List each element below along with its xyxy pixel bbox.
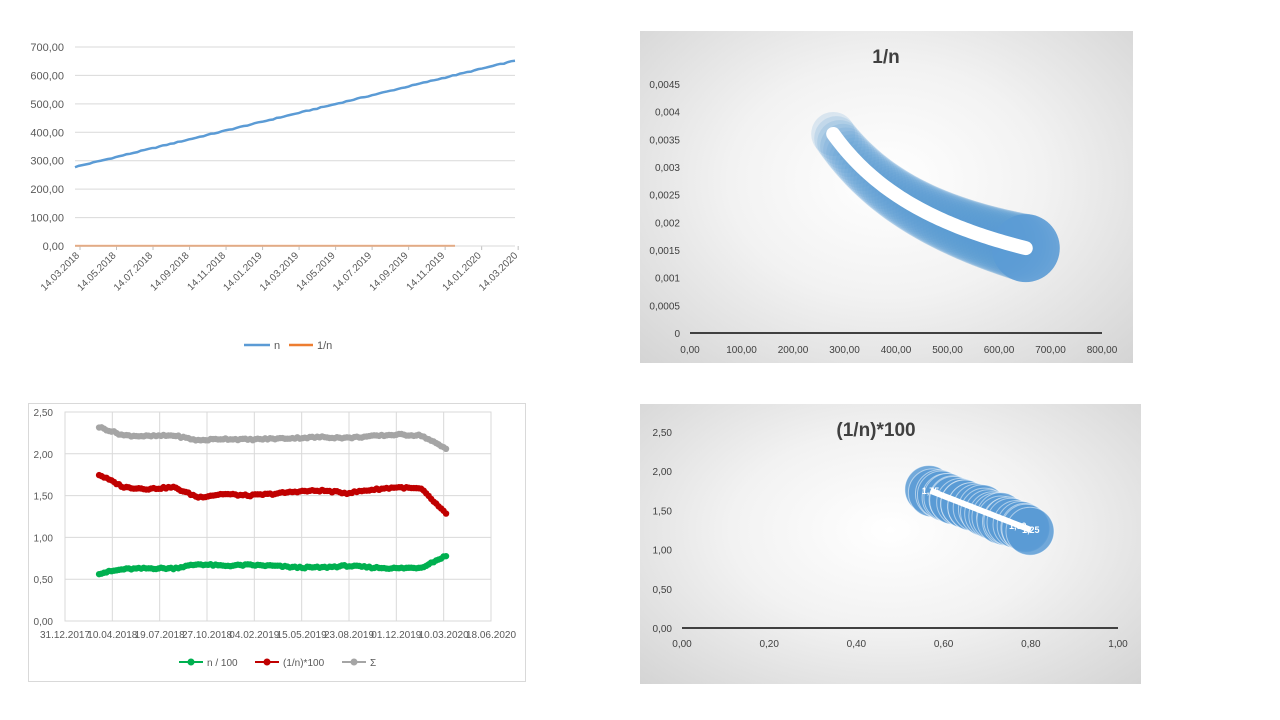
y-tick-label: 2,00	[34, 450, 54, 461]
legend-label: (1/n)*100	[283, 658, 325, 669]
y-tick-label: 0,00	[34, 617, 54, 628]
chart-title: 1/n	[872, 47, 899, 68]
legend-label-n: n	[274, 340, 280, 352]
y-tick-label: 1,50	[34, 492, 54, 503]
x-tick-label: 700,00	[1035, 345, 1066, 356]
x-tick-label: 14.09.2019	[368, 250, 411, 293]
data-label-streak	[826, 126, 1033, 256]
scaled-inverse-bubble-chart: (1/n)*100 0,00 0,50 1,00 1,50 2,00 2,50 0,00 0,2…	[640, 404, 1141, 684]
x-tick-label: 500,00	[932, 345, 963, 356]
y-tick-label: 2,00	[653, 467, 673, 478]
y-tick-label: 500,00	[30, 99, 64, 111]
legend-label: n / 100	[207, 658, 238, 669]
scaled-inverse-bubble-chart-svg: (1/n)*100 0,00 0,50 1,00 1,50 2,00 2,50 0,00 0,2…	[653, 420, 1129, 650]
sum-line-chart-svg: 31.12.201710.04.201819.07.201827.10.2018…	[34, 408, 517, 669]
data-label-streak	[929, 488, 1032, 533]
y-tick-label: 700,00	[30, 42, 64, 54]
x-tick-label: 0,60	[934, 639, 954, 650]
x-tick-label: 15.05.2019	[277, 630, 327, 641]
legend-marker	[187, 658, 195, 666]
data-label: 1,75	[922, 486, 940, 496]
y-tick-label: 100,00	[30, 213, 64, 225]
y-tick-label: 0,0015	[649, 246, 680, 257]
n-line-chart-svg: 0,00 100,00 200,00 300,00 400,00 500,00 600,00…	[30, 42, 520, 352]
y-tick-label: 0,0005	[649, 301, 680, 312]
x-tick-label: 14.09.2018	[148, 250, 191, 293]
x-tick-label: 31.12.2017	[40, 630, 90, 641]
x-tick-label: 23.08.2019	[324, 630, 374, 641]
y-tick-label: 0,004	[655, 108, 680, 119]
series-point	[442, 510, 450, 517]
x-tick-label: 800,00	[1087, 345, 1118, 356]
x-tick-label: 14.03.2020	[477, 250, 520, 293]
y-tick-label: 0	[674, 329, 680, 340]
legend-marker	[263, 658, 271, 666]
x-tick-label: 0,80	[1021, 639, 1041, 650]
y-tick-label: 0,003	[655, 163, 680, 174]
x-tick-label: 300,00	[829, 345, 860, 356]
x-tick-label: 18.06.2020	[466, 630, 516, 641]
y-tick-label: 200,00	[30, 184, 64, 196]
y-tick-label: 0,0025	[649, 191, 680, 202]
legend-label: Σ	[370, 658, 376, 669]
legend-marker	[350, 658, 358, 666]
x-tick-label: 600,00	[984, 345, 1015, 356]
inverse-n-bubble-chart-svg: 1/n 0 0,0005 0,001 0,0015 0,002 0,0025 0,003 0,0…	[649, 47, 1118, 356]
y-tick-label: 0,002	[655, 218, 680, 229]
x-tick-label: 27.10.2018	[182, 630, 232, 641]
y-tick-label: 0,50	[653, 585, 673, 596]
series-point	[442, 552, 450, 560]
x-tick-label: 0,40	[847, 639, 867, 650]
y-tick-label: 1,00	[653, 546, 673, 557]
series-0	[95, 552, 450, 578]
x-tick-label: 400,00	[881, 345, 912, 356]
x-tick-label: 10.03.2020	[419, 630, 469, 641]
series-2	[95, 424, 450, 453]
plot-area	[64, 411, 492, 622]
y-tick-label: 1,50	[653, 506, 673, 517]
x-tick-label: 10.04.2018	[87, 630, 137, 641]
y-tick-label: 0,00	[43, 241, 64, 253]
y-tick-label: 300,00	[30, 156, 64, 168]
data-label: 1,25	[1022, 525, 1040, 535]
y-tick-label: 0,0035	[649, 135, 680, 146]
x-tick-label: 01.12.2019	[371, 630, 421, 641]
series-line-n	[74, 59, 516, 169]
x-tick-label: 200,00	[778, 345, 809, 356]
x-tick-label: 0,20	[759, 639, 779, 650]
y-tick-label: 0,00	[653, 624, 673, 635]
x-tick-label: 100,00	[726, 345, 757, 356]
inverse-n-bubble-chart: 1/n 0 0,0005 0,001 0,0015 0,002 0,0025 0,003 0,0…	[640, 31, 1133, 363]
legend-label-inverse-n: 1/n	[317, 340, 332, 352]
x-tick-label: 19.07.2018	[135, 630, 185, 641]
y-tick-label: 0,001	[655, 274, 680, 285]
chart-title: (1/n)*100	[836, 420, 915, 441]
sum-line-chart: 31.12.2017 10.04.2018 19.07.2018 27.10.2018…	[28, 403, 526, 682]
series-1	[95, 471, 450, 517]
x-tick-label: 04.02.2019	[229, 630, 279, 641]
x-tick-label: 0,00	[672, 639, 692, 650]
y-tick-label: 1,00	[34, 533, 54, 544]
y-tick-label: 600,00	[30, 70, 64, 82]
y-tick-label: 0,50	[34, 575, 54, 586]
series-point	[442, 445, 450, 453]
x-tick-label: 1,00	[1108, 639, 1128, 650]
y-tick-label: 400,00	[30, 127, 64, 139]
data-label: 1,30	[1009, 521, 1027, 531]
n-line-chart: 0,00 100,00 200,00 300,00 400,00 500,00 600,00…	[0, 0, 560, 380]
y-tick-label: 0,0045	[649, 80, 680, 91]
x-tick-label: 0,00	[680, 345, 700, 356]
y-tick-label: 2,50	[34, 408, 54, 419]
y-tick-label: 2,50	[653, 428, 673, 439]
